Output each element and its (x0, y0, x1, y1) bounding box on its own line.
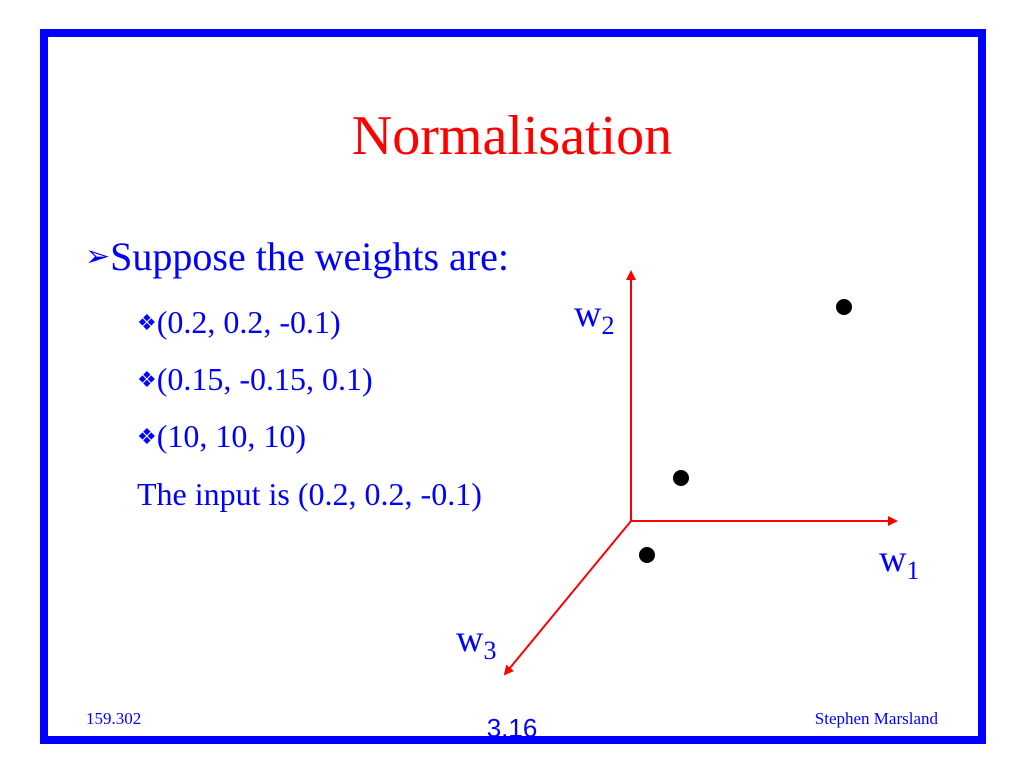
course-code: 159.302 (86, 709, 142, 728)
slide-title: Normalisation (351, 105, 673, 167)
sub-item: ❖(0.2, 0.2, -0.1) (137, 302, 341, 344)
diamond-bullet-icon: ❖ (137, 425, 157, 450)
sub-item-text: (10, 10, 10) (156, 418, 307, 454)
slide-frame (40, 29, 986, 744)
arrow-bullet-icon: ➢ (85, 239, 111, 274)
w3-axis-label: w3 (456, 618, 497, 665)
weight-point (836, 299, 852, 315)
main-bullet-text: Suppose the weights are: (110, 234, 509, 279)
input-statement: The input is (0.2, 0.2, -0.1) (137, 476, 482, 512)
diamond-bullet-icon: ❖ (137, 311, 157, 336)
sub-item: ❖(10, 10, 10) (137, 416, 306, 458)
diamond-bullet-icon: ❖ (137, 368, 157, 393)
w3-axis (503, 520, 632, 676)
page-number: 3.16 (486, 713, 538, 743)
weight-point (673, 470, 689, 486)
weight-point (639, 547, 655, 563)
sub-item-text: (0.2, 0.2, -0.1) (156, 304, 341, 340)
author-name: Stephen Marsland (814, 709, 938, 728)
sub-item-text: (0.15, -0.15, 0.1) (156, 361, 373, 397)
sub-item: ❖(0.15, -0.15, 0.1) (137, 359, 373, 401)
main-bullet: ➢Suppose the weights are: (85, 231, 509, 283)
w2-axis-label: w2 (574, 293, 615, 340)
w1-axis-label: w1 (879, 538, 920, 585)
